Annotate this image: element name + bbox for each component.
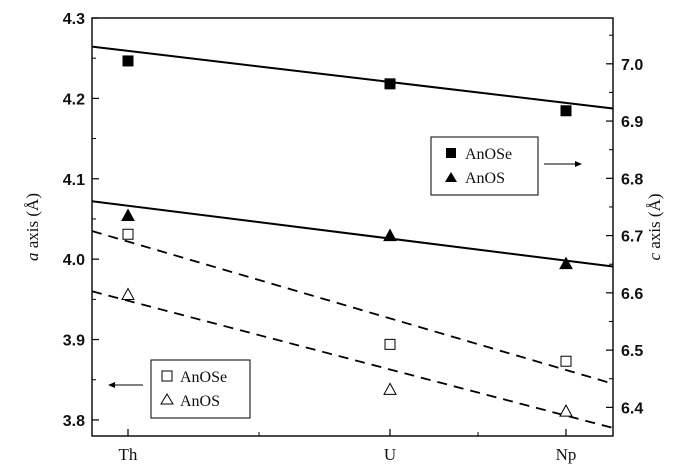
left-tick-label: 4.1 [63,172,85,189]
legend-right-label-anose: AnOSe [465,146,512,163]
fit-line-dashed-3 [91,290,614,429]
legend-left-label-anose: AnOSe [180,369,227,386]
marker-anos-left-np [559,404,573,417]
left-tick-label: 4.3 [63,11,85,28]
legend-marker-square-filled [446,148,456,158]
legend-marker-triangle-filled [445,172,457,182]
left-tick-label: 3.8 [63,413,85,430]
legend-right-label-anos: AnOS [465,170,505,187]
data-markers [121,55,573,417]
marker-anos-right-np [559,256,573,270]
right-tick-label: 6.8 [621,171,643,188]
marker-anos-left-u [383,382,397,395]
fit-line-solid-1 [91,200,614,268]
left-axis-title: a axis (Å) [23,193,42,261]
right-tick-label: 6.4 [621,400,643,417]
right-axis-title: c axis (Å) [645,193,664,260]
marker-anose-left-u [384,338,396,350]
fit-lines [91,45,614,429]
plot-frame [91,17,614,437]
marker-anos-left-th [121,287,135,301]
legend-left: AnOSe AnOS [108,359,251,419]
fit-line-dashed-2 [91,230,614,385]
right-tick-label: 6.5 [621,343,643,360]
fit-line-solid-0 [91,45,614,110]
legend-right: AnOSe AnOS [430,136,582,196]
legend-right-box [430,136,539,196]
x-tick-label-np: Np [556,445,577,464]
legend-right-arrow-head [575,161,582,167]
legend-marker-square-open [161,370,173,382]
marker-anos-right-u [383,228,397,242]
marker-anose-right-np [560,105,572,117]
legend-marker-triangle-open [160,393,174,405]
right-tick-label: 6.6 [621,286,643,303]
x-tick-label-u: U [384,445,396,464]
legend-left-box [150,359,251,419]
left-tick-label: 4.2 [63,91,85,108]
right-tick-label: 7.0 [621,57,643,74]
legend-left-label-anos: AnOS [180,393,220,410]
marker-anose-left-th [122,228,134,240]
marker-anose-left-np [560,355,572,367]
axis-ticks [92,17,613,436]
marker-anos-right-th [121,208,135,222]
left-tick-label: 4.0 [63,252,85,269]
marker-anose-right-u [384,78,396,90]
right-tick-label: 6.9 [621,114,643,131]
right-tick-label: 6.7 [621,229,643,246]
tick-labels: 3.8 3.9 4.0 4.1 4.2 4.3 6.4 6.5 6.6 6.7 6.8 6.9 7.0 T… [63,11,644,464]
left-tick-label: 3.9 [63,333,85,350]
marker-anose-right-th [122,55,134,67]
legend-left-arrow-head [108,382,115,388]
x-tick-label-th: Th [119,445,138,464]
